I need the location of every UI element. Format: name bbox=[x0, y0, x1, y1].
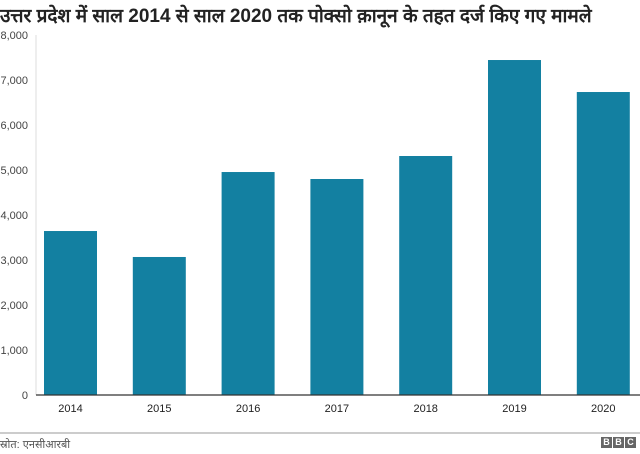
logo-letter: C bbox=[625, 437, 636, 448]
x-tick-label: 2014 bbox=[58, 403, 82, 415]
y-tick-label: 0 bbox=[22, 390, 28, 402]
y-tick-label: 2,000 bbox=[0, 300, 28, 312]
bar-chart: 0 1,000 2,000 3,000 4,000 5,000 6,000 7,000 8,00… bbox=[0, 30, 640, 415]
footer-divider bbox=[0, 432, 640, 434]
bar-2017 bbox=[310, 179, 364, 395]
y-tick-label: 5,000 bbox=[0, 165, 28, 177]
bar-2014 bbox=[44, 231, 97, 395]
chart-title: उत्तर प्रदेश में साल 2014 से साल 2020 तक… bbox=[0, 6, 592, 27]
x-tick-label: 2017 bbox=[325, 403, 349, 415]
y-tick-label: 8,000 bbox=[0, 30, 28, 42]
source-note: स्रोत: एनसीआरबी bbox=[0, 439, 71, 451]
y-tick-label: 4,000 bbox=[0, 210, 28, 222]
x-tick-label: 2019 bbox=[502, 403, 526, 415]
bbc-logo: B B C bbox=[601, 437, 636, 448]
y-tick-label: 6,000 bbox=[0, 120, 28, 132]
y-tick-label: 3,000 bbox=[0, 255, 28, 267]
x-tick-label: 2015 bbox=[147, 403, 171, 415]
bar-2016 bbox=[221, 172, 275, 395]
bar-2018 bbox=[399, 156, 453, 395]
logo-letter: B bbox=[601, 437, 612, 448]
y-tick-label: 1,000 bbox=[0, 345, 28, 357]
y-tick-label: 7,000 bbox=[0, 75, 28, 87]
x-tick-label: 2018 bbox=[413, 403, 437, 415]
logo-letter: B bbox=[613, 437, 624, 448]
bar-2019 bbox=[488, 60, 541, 396]
bar-2020 bbox=[576, 92, 630, 395]
x-tick-label: 2016 bbox=[236, 403, 260, 415]
x-tick-label: 2020 bbox=[591, 403, 615, 415]
bar-2015 bbox=[132, 256, 186, 395]
